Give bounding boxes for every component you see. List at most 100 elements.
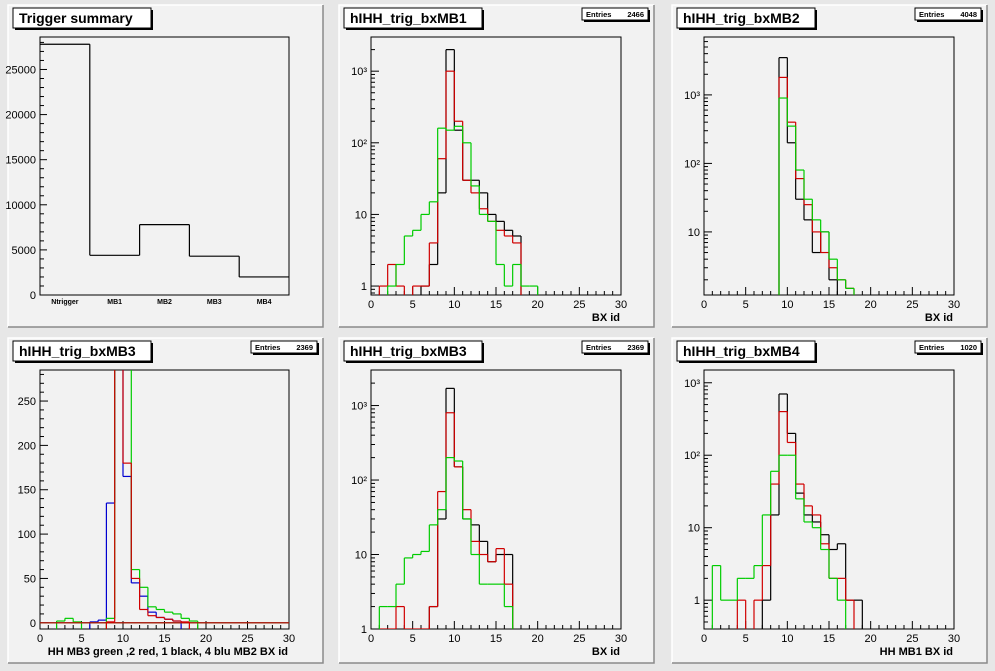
pad-shadow bbox=[339, 338, 655, 664]
pad-highlight bbox=[338, 4, 654, 327]
stats-background bbox=[581, 7, 649, 21]
pad-highlight bbox=[671, 337, 987, 663]
pad-6: hIHH_trig_bxMB4 Entries 1020 0 5 10 15 20 25 30HH… bbox=[671, 337, 988, 664]
pad-shadow bbox=[672, 5, 988, 328]
y-axis: 1 10 10² 10³ bbox=[351, 369, 379, 636]
x-tick-label: 5 bbox=[78, 633, 84, 645]
x-tick-label: 10 bbox=[781, 299, 793, 311]
x-tick-label: 10 bbox=[781, 633, 793, 645]
pad-shadow bbox=[339, 5, 655, 328]
x-tick-label: 5 bbox=[743, 299, 749, 311]
x-tick-label: 15 bbox=[490, 299, 502, 311]
stats-box: Entries 1020 bbox=[914, 340, 983, 355]
x-axis-label: HH MB1 BX id bbox=[880, 646, 953, 658]
pad-highlight bbox=[7, 4, 323, 327]
y-tick-label: 1 bbox=[361, 281, 367, 293]
x-tick-label: 15 bbox=[823, 633, 835, 645]
x-tick-label: 20 bbox=[200, 633, 212, 645]
x-tick-label: 0 bbox=[368, 633, 374, 645]
stats-box: Entries 4048 bbox=[914, 7, 983, 22]
y-tick-label: 10³ bbox=[684, 378, 700, 390]
series-group bbox=[778, 57, 855, 295]
y-tick-label: 150 bbox=[18, 485, 36, 497]
series-3 bbox=[40, 370, 289, 629]
y-tick-label: 200 bbox=[18, 440, 36, 452]
entries-label: Entries bbox=[255, 343, 280, 352]
title-background bbox=[343, 340, 483, 362]
x-tick-label: MB3 bbox=[207, 299, 222, 306]
stats-background bbox=[914, 340, 982, 354]
y-tick-label: 10 bbox=[688, 227, 700, 239]
entries-value: 2466 bbox=[627, 10, 644, 19]
y-axis: 0 50 100 150 200 250 bbox=[18, 373, 48, 630]
x-tick-label: 30 bbox=[283, 633, 295, 645]
x-tick-label: 30 bbox=[948, 633, 960, 645]
x-tick-label: 20 bbox=[532, 299, 544, 311]
pad-highlight bbox=[7, 337, 323, 663]
x-tick-label: 20 bbox=[532, 633, 544, 645]
x-tick-label: 10 bbox=[448, 299, 460, 311]
chart-title: hIHH_trig_bxMB1 bbox=[350, 10, 467, 26]
chart-title: hIHH_trig_bxMB3 bbox=[350, 343, 467, 359]
y-tick-label: 5000 bbox=[12, 245, 36, 257]
y-tick-label: 10000 bbox=[5, 200, 36, 212]
y-tick-label: 0 bbox=[30, 618, 36, 630]
x-axis-label: BX id bbox=[925, 312, 953, 324]
y-tick-label: 10³ bbox=[684, 90, 700, 102]
entries-label: Entries bbox=[919, 10, 944, 19]
y-tick-label: 50 bbox=[24, 573, 36, 585]
x-tick-label: 0 bbox=[368, 299, 374, 311]
stats-background bbox=[250, 340, 318, 354]
chart-title: hIHH_trig_bxMB4 bbox=[683, 343, 800, 359]
title-background bbox=[12, 340, 152, 362]
y-axis: 1 10 10² 10³ bbox=[351, 36, 379, 294]
pad-shadow bbox=[8, 338, 324, 664]
x-tick-label: 30 bbox=[615, 633, 627, 645]
entries-label: Entries bbox=[586, 343, 611, 352]
y-tick-label: 10² bbox=[351, 475, 367, 487]
y-tick-label: 100 bbox=[18, 529, 36, 541]
x-tick-label: MB4 bbox=[257, 299, 272, 306]
x-tick-label: 20 bbox=[865, 633, 877, 645]
series-group bbox=[711, 393, 863, 629]
y-tick-label: 10² bbox=[684, 450, 700, 462]
pad-highlight bbox=[338, 337, 654, 663]
chart-title: Trigger summary bbox=[19, 10, 133, 26]
x-tick-label: 15 bbox=[490, 633, 502, 645]
series-3 bbox=[378, 457, 514, 629]
title-box: Trigger summary bbox=[12, 7, 153, 30]
pad-5: hIHH_trig_bxMB3 Entries 2369 0 5 10 15 20 25 30BX… bbox=[338, 337, 655, 664]
pad-1: Trigger summary Ntrigger MB1 MB2 MB3 MB4 0 5000… bbox=[5, 4, 324, 328]
x-tick-label: 0 bbox=[37, 633, 43, 645]
series-group bbox=[40, 43, 289, 278]
x-tick-label: MB1 bbox=[107, 299, 122, 306]
x-axis-label: BX id bbox=[592, 312, 620, 324]
x-tick-label: 25 bbox=[573, 299, 585, 311]
stats-box: Entries 2466 bbox=[581, 7, 650, 22]
y-tick-label: 10² bbox=[684, 158, 700, 170]
y-tick-label: 10 bbox=[355, 209, 367, 221]
y-axis: 10 10² 10³ bbox=[684, 36, 712, 281]
y-tick-label: 10³ bbox=[351, 401, 367, 413]
x-axis-label: HH MB3 green ,2 red, 1 black, 4 blu MB2 … bbox=[48, 646, 288, 658]
y-tick-label: 250 bbox=[18, 396, 36, 408]
stats-box: Entries 2369 bbox=[250, 340, 319, 355]
y-tick-label: 10 bbox=[688, 523, 700, 535]
y-axis: 1 10 10² 10³ bbox=[684, 378, 712, 630]
series-group bbox=[378, 387, 514, 629]
stats-box: Entries 2369 bbox=[581, 340, 650, 355]
x-tick-label: 5 bbox=[743, 633, 749, 645]
pad-3: hIHH_trig_bxMB2 Entries 4048 0 5 10 15 20 25 30BX… bbox=[671, 4, 988, 328]
plot-frame bbox=[39, 36, 290, 296]
entries-value: 2369 bbox=[627, 343, 644, 352]
x-tick-label: 30 bbox=[948, 299, 960, 311]
x-tick-label: 5 bbox=[410, 299, 416, 311]
title-background bbox=[12, 7, 152, 29]
entries-value: 2369 bbox=[296, 343, 313, 352]
y-tick-label: 1 bbox=[694, 595, 700, 607]
chart-title: hIHH_trig_bxMB3 bbox=[19, 343, 136, 359]
title-box: hIHH_trig_bxMB4 bbox=[676, 340, 817, 363]
x-tick-label: 10 bbox=[448, 633, 460, 645]
